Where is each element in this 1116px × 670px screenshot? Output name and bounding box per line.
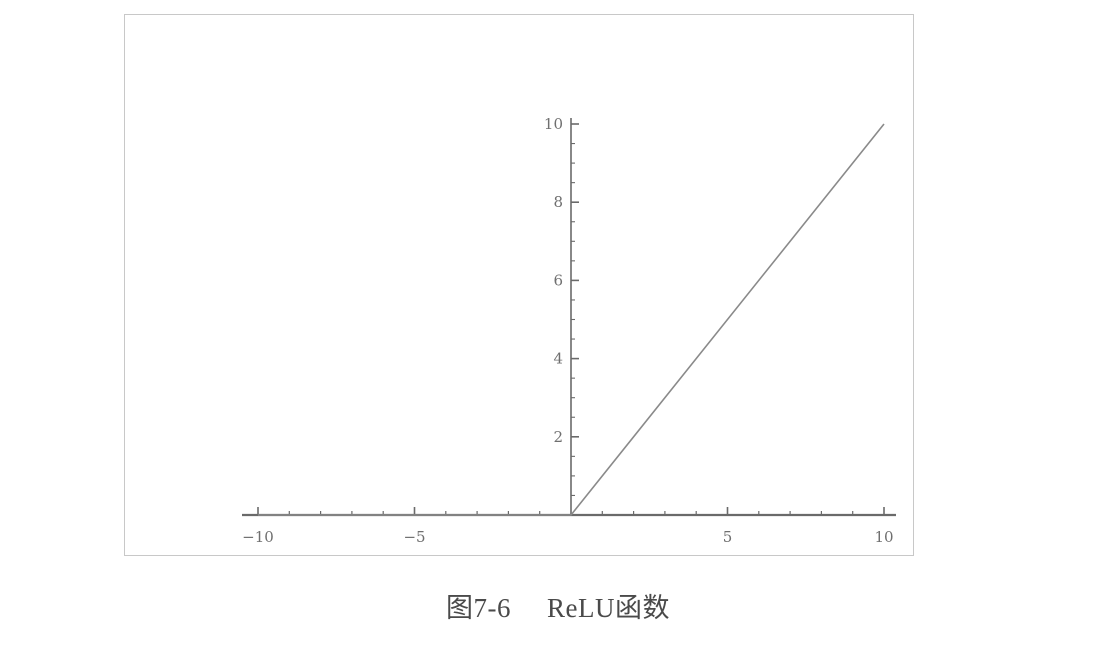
y-tick-label: 10 xyxy=(544,115,563,133)
figure-label: 图7-6 xyxy=(446,593,511,623)
y-tick-label: 2 xyxy=(553,428,563,446)
y-tick-label: 4 xyxy=(553,350,563,368)
series-layer xyxy=(258,123,885,516)
x-tick-label: 5 xyxy=(723,528,733,546)
figure-caption: 图7-6 ReLU函数 xyxy=(0,586,1116,625)
x-tick-label: 10 xyxy=(874,528,893,546)
figure-title: ReLU函数 xyxy=(547,593,670,623)
tick-labels: −10 −5 5 10 2 4 6 8 10 xyxy=(242,115,893,546)
axes xyxy=(242,118,896,517)
relu-line xyxy=(258,123,885,516)
x-tick-label: −5 xyxy=(403,528,425,546)
y-tick-label: 6 xyxy=(553,271,563,289)
figure-frame xyxy=(124,14,914,556)
y-tick-label: 8 xyxy=(553,193,563,211)
x-tick-label: −10 xyxy=(242,528,274,546)
